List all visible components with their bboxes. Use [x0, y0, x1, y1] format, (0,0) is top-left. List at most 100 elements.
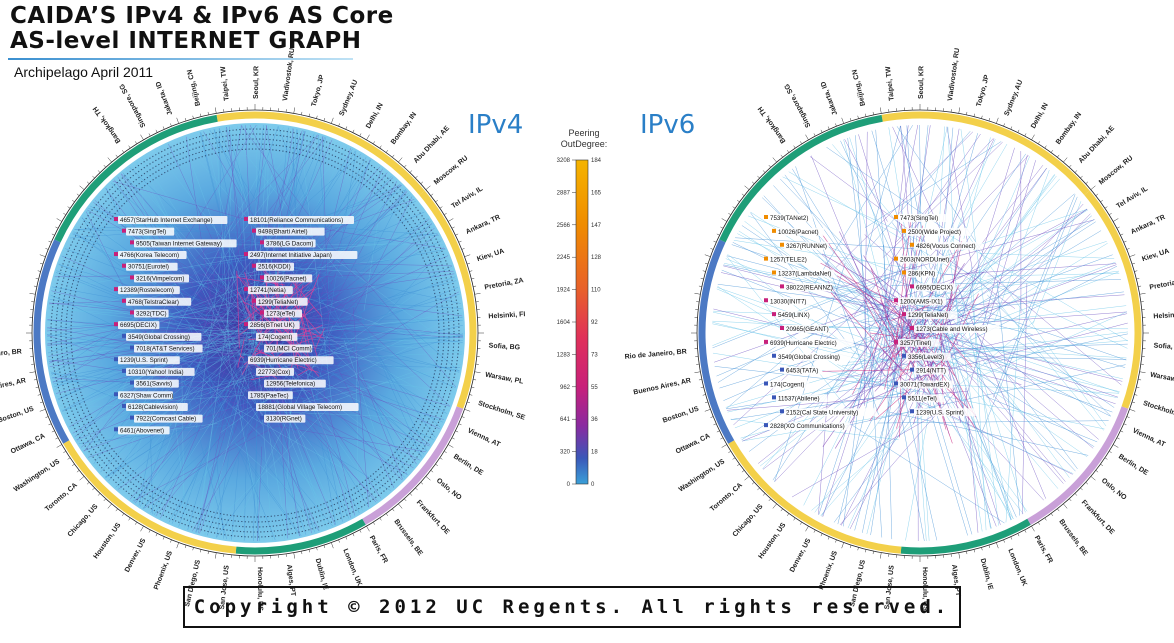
- ring-tick: [467, 262, 471, 265]
- ipv6-node-label-bg: [906, 311, 958, 320]
- as-link: [110, 182, 236, 295]
- ipv6-node-label-bg: [776, 394, 828, 403]
- ring-tick: [29, 292, 36, 295]
- ring-tick: [107, 503, 112, 509]
- as-link: [198, 365, 236, 534]
- ring-tick: [1108, 450, 1112, 453]
- core-link: [889, 263, 965, 377]
- ring-tick: [461, 416, 465, 418]
- ring-tick: [793, 145, 796, 149]
- ring-tick: [1100, 463, 1103, 467]
- ring-tick: [63, 450, 67, 453]
- ring-tick: [455, 233, 459, 236]
- ipv4-node-label: 6327(Shaw Comm): [120, 392, 173, 399]
- core-link: [929, 316, 973, 368]
- ring-tick: [698, 285, 702, 287]
- legend-left-tick-label: 1924: [557, 288, 571, 294]
- ipv4-node-marker: [130, 275, 134, 280]
- ipv6-node-label-bg: [906, 227, 972, 236]
- ipv4-node-label-bg: [248, 216, 354, 224]
- ipv4-node-label-bg: [264, 344, 313, 353]
- ring-tick: [323, 545, 326, 549]
- ipv6-node-label: 2603(NORDUnet): [900, 257, 949, 264]
- ipv4-node-label-bg: [264, 414, 306, 423]
- as-link: [877, 420, 1109, 424]
- ring-segment: [216, 111, 425, 196]
- ring-tick: [467, 401, 471, 404]
- ring-tick: [372, 141, 375, 145]
- ring-tick: [849, 117, 852, 121]
- ipv4-node-label-bg: [118, 286, 180, 295]
- title-line-1: CAIDA’S IPv4 & IPv6 AS Core: [10, 3, 394, 29]
- as-link: [967, 234, 1107, 427]
- ring-tick: [988, 545, 991, 549]
- ipv4-node-marker: [130, 380, 134, 385]
- ipv6-city-label: Ankara, TR: [1130, 214, 1166, 236]
- ring-tick: [702, 394, 706, 396]
- ipv6-node-label: 2500(Wide Project): [908, 229, 961, 236]
- as-link: [343, 340, 395, 488]
- as-link: [865, 141, 1002, 228]
- ring-tick: [728, 450, 732, 453]
- as-link: [363, 171, 387, 312]
- ring-tick: [385, 150, 389, 153]
- ring-tick: [751, 482, 755, 485]
- ipv4-node-label: 3292(TDC): [136, 310, 167, 317]
- ipv4-city-label: Seoul, KR: [253, 66, 260, 99]
- as-link: [727, 254, 907, 393]
- ipv4-node-label-bg: [256, 227, 325, 236]
- ipv4-city-label: Delhi, IN: [365, 102, 385, 130]
- as-link: [155, 124, 257, 287]
- ring-tick: [1085, 482, 1089, 485]
- ipv4-city-label: Bombay, IN: [390, 111, 418, 146]
- ring-tick: [447, 218, 454, 222]
- ipv6-city-label: Washington, US: [678, 458, 727, 494]
- node-ring: [55, 133, 455, 533]
- ring-tick: [35, 386, 39, 388]
- ipv4-node-marker: [114, 252, 118, 257]
- ipv6-node-label-bg: [768, 338, 854, 347]
- ipv4-node-label-bg: [264, 379, 326, 388]
- as-link: [152, 345, 261, 515]
- ipv6-node-label: 2828(XO Communications): [770, 423, 845, 430]
- ring-tick: [1108, 213, 1112, 216]
- ipv4-node-marker: [122, 403, 126, 408]
- ipv6-node-label-bg: [768, 297, 813, 306]
- ipv4-city-label: Vienna, AT: [466, 427, 502, 449]
- ring-tick: [1003, 539, 1005, 543]
- core-link: [937, 271, 984, 315]
- ring-tick: [1057, 154, 1060, 158]
- ipv4-node-label-bg: [248, 251, 358, 260]
- as-link: [832, 144, 944, 278]
- as-link: [266, 349, 360, 514]
- ring-tick: [780, 154, 783, 158]
- ring-tick: [1003, 123, 1005, 127]
- ipv6-node-label-bg: [914, 366, 949, 375]
- as-link: [853, 133, 981, 317]
- ring-segment: [881, 111, 1090, 196]
- legend-right-tick-label: 128: [591, 255, 602, 261]
- as-link: [83, 377, 282, 452]
- ring-tick: [115, 508, 118, 512]
- ring-tick: [700, 278, 704, 280]
- ring-tick: [1136, 278, 1140, 280]
- ipv6-city-label: Chicago, US: [732, 503, 765, 539]
- ring-tick: [1123, 240, 1127, 243]
- legend-right-tick-label: 36: [591, 417, 598, 423]
- ipv4-city-label: London, UK: [341, 548, 362, 587]
- ring-tick: [37, 270, 41, 272]
- ring-tick: [786, 513, 790, 516]
- ring-tick: [207, 111, 209, 115]
- ring-tick: [1085, 181, 1089, 184]
- legend-right-tick-label: 165: [591, 190, 602, 196]
- as-link: [889, 411, 1089, 456]
- ipv4-node-marker: [260, 415, 264, 420]
- ipv6-city-label: Abu Dhabi, AE: [1078, 125, 1117, 165]
- ipv6-city-label: Houston, US: [758, 522, 788, 561]
- ipv6-city-label: Berlin, DE: [1117, 453, 1149, 477]
- as-link: [841, 331, 1129, 367]
- as-link: [276, 335, 463, 344]
- node-ring: [60, 138, 450, 528]
- ipv4-node-marker: [260, 275, 264, 280]
- ring-tick: [308, 113, 310, 117]
